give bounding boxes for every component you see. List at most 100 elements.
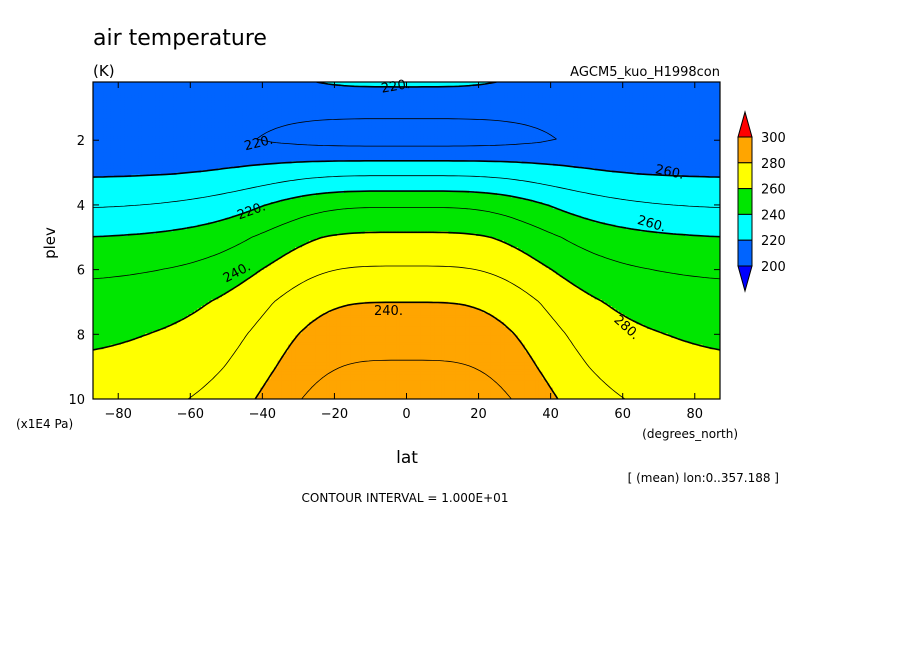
field-cell (284, 84, 289, 88)
field-cell (413, 88, 418, 92)
field-cell (535, 93, 540, 97)
field-cell (113, 82, 118, 85)
field-cell (601, 88, 606, 92)
field-cell (392, 93, 397, 97)
field-cell (242, 82, 247, 85)
field-cell (688, 82, 693, 85)
field-cell (298, 91, 303, 94)
field-cell (413, 82, 418, 85)
field-cell (681, 82, 686, 85)
field-cell (598, 91, 603, 94)
field-cell (162, 82, 167, 85)
field-cell (298, 84, 303, 88)
field-cell (214, 88, 219, 92)
field-cell (399, 82, 404, 85)
field-cell (674, 84, 679, 88)
field-cell (671, 86, 676, 90)
field-cell (549, 93, 554, 97)
field-cell (368, 88, 373, 92)
field-cell (207, 93, 213, 97)
field-cell (113, 86, 118, 90)
field-cell (197, 82, 202, 85)
field-cell (594, 88, 599, 92)
field-cell (451, 88, 456, 92)
field-cell (329, 93, 334, 97)
field-cell (214, 93, 219, 97)
field-cell (639, 82, 644, 85)
field-cell (190, 84, 195, 88)
field-cell (441, 93, 446, 97)
field-cell (479, 93, 484, 97)
field-cell (479, 88, 484, 92)
field-cell (159, 91, 164, 94)
field-cell (281, 88, 286, 92)
field-cell (371, 88, 376, 92)
field-cell (416, 86, 422, 90)
field-cell (653, 84, 658, 88)
field-cell (650, 82, 655, 85)
field-cell (162, 86, 167, 90)
field-cell (232, 88, 237, 92)
field-cell (643, 84, 648, 88)
field-cell (667, 84, 672, 88)
field-cell (284, 86, 289, 90)
field-cell (664, 91, 669, 94)
field-cell (444, 82, 449, 85)
field-cell (580, 82, 585, 85)
field-cell (200, 91, 206, 94)
field-cell (615, 93, 620, 97)
field-cell (681, 86, 686, 90)
field-cell (166, 86, 171, 90)
field-cell (632, 86, 637, 90)
field-cell (462, 86, 467, 90)
field-cell (451, 86, 456, 90)
field-cell (403, 86, 408, 90)
field-cell (96, 91, 101, 94)
field-cell (96, 88, 101, 92)
field-cell (437, 86, 442, 90)
field-cell (416, 82, 422, 85)
field-cell (385, 84, 390, 88)
field-cell (413, 93, 418, 97)
field-cell (629, 93, 634, 97)
field-cell (228, 93, 233, 97)
field-cell (702, 86, 707, 90)
field-cell (145, 93, 150, 97)
field-cell (556, 86, 561, 90)
field-cell (612, 88, 617, 92)
field-cell (420, 86, 425, 90)
field-cell (511, 86, 516, 90)
field-cell (180, 91, 185, 94)
field-cell (357, 86, 362, 90)
field-cell (618, 88, 624, 92)
field-cell (382, 93, 387, 97)
field-cell (643, 93, 648, 97)
field-cell (671, 84, 676, 88)
field-cell (385, 82, 390, 85)
field-cell (587, 88, 592, 92)
field-cell (246, 91, 251, 94)
field-cell (629, 86, 634, 90)
field-cell (650, 88, 655, 92)
field-cell (340, 82, 345, 85)
field-cell (336, 88, 341, 92)
field-cell (263, 88, 268, 92)
field-cell (375, 88, 380, 92)
field-cell (166, 93, 171, 97)
field-cell (113, 93, 118, 97)
field-cell (671, 88, 676, 92)
field-cell (535, 91, 540, 94)
field-cell (507, 86, 512, 90)
field-cell (187, 82, 192, 85)
field-cell (166, 84, 171, 88)
field-cell (364, 88, 369, 92)
field-cell (364, 93, 369, 97)
field-cell (455, 86, 460, 90)
field-cell (625, 93, 631, 97)
field-cell (239, 91, 244, 94)
field-cell (298, 88, 303, 92)
field-cell (497, 86, 502, 90)
field-cell (716, 82, 720, 85)
field-cell (577, 93, 582, 97)
